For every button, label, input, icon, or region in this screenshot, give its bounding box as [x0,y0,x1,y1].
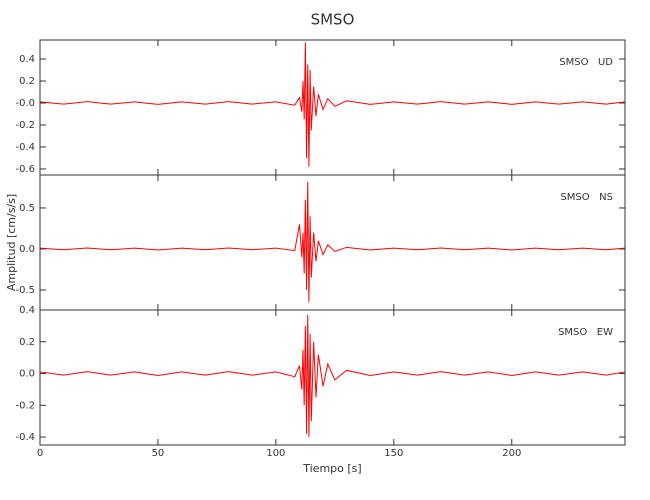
y-tick-label: -0.5 [15,285,35,296]
trace [39,181,626,303]
y-tick-label: 0.2 [19,337,35,348]
y-tick-label: -0.6 [15,164,35,175]
y-tick-label: 0.0 [19,244,35,255]
y-tick-label: 0.4 [19,54,35,65]
trace-label: SMSO NS [560,192,613,203]
chart-title: SMSO [311,11,355,29]
x-tick-label: 200 [502,448,521,459]
y-tick-label: -0.2 [15,400,35,411]
y-tick-label: 0.5 [19,203,35,214]
x-tick-label: 150 [384,448,403,459]
x-tick-label: 50 [152,448,165,459]
y-tick-label: 0.2 [19,76,35,87]
trace-label: SMSO EW [558,327,613,338]
panel-frame [39,309,626,446]
y-tick-label: 0.0 [19,369,35,380]
y-tick-label: -0.2 [15,120,35,131]
trace [39,314,626,438]
y-axis-label: Amplitud [cm/s/s] [5,194,18,291]
x-axis-label: Tiempo [s] [302,462,361,475]
x-tick-label: 100 [266,448,285,459]
trace-label: SMSO UD [559,57,613,68]
y-tick-label: -0.4 [15,142,35,153]
x-tick-label: 0 [37,448,43,459]
y-tick-label: -0.4 [15,432,35,443]
y-tick-label: 0.4 [19,305,35,316]
trace [39,42,626,167]
panel-frame [39,39,626,176]
y-tick-label: -0.0 [15,98,35,109]
panel-frame [39,174,626,311]
